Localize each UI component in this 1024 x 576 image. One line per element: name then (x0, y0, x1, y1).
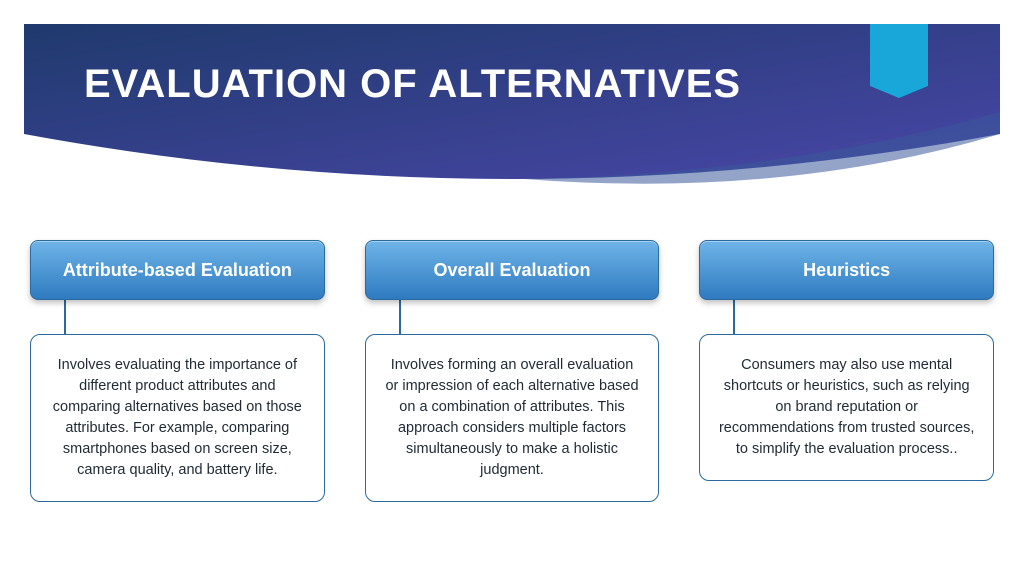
card-header: Heuristics (699, 240, 994, 300)
card-header: Overall Evaluation (365, 240, 660, 300)
card-body-text: Involves evaluating the importance of di… (53, 357, 302, 478)
card-body-text: Involves forming an overall evaluation o… (385, 357, 638, 478)
card-body: Involves forming an overall evaluation o… (365, 334, 660, 502)
card-header: Attribute-based Evaluation (30, 240, 325, 300)
banner-shape (24, 24, 1000, 194)
card-body: Consumers may also use mental shortcuts … (699, 334, 994, 481)
card-title: Overall Evaluation (433, 259, 590, 282)
card-connector (733, 300, 735, 334)
title-banner: EVALUATION OF ALTERNATIVES (24, 24, 1000, 194)
card-heuristics: Heuristics Consumers may also use mental… (699, 240, 994, 502)
card-connector (64, 300, 66, 334)
page-title: EVALUATION OF ALTERNATIVES (84, 62, 940, 107)
card-title: Heuristics (803, 259, 890, 282)
card-title: Attribute-based Evaluation (63, 259, 292, 282)
card-body-text: Consumers may also use mental shortcuts … (719, 357, 974, 457)
card-attribute-based: Attribute-based Evaluation Involves eval… (30, 240, 325, 502)
card-connector (399, 300, 401, 334)
cards-row: Attribute-based Evaluation Involves eval… (30, 240, 994, 502)
card-body: Involves evaluating the importance of di… (30, 334, 325, 502)
card-overall-evaluation: Overall Evaluation Involves forming an o… (365, 240, 660, 502)
